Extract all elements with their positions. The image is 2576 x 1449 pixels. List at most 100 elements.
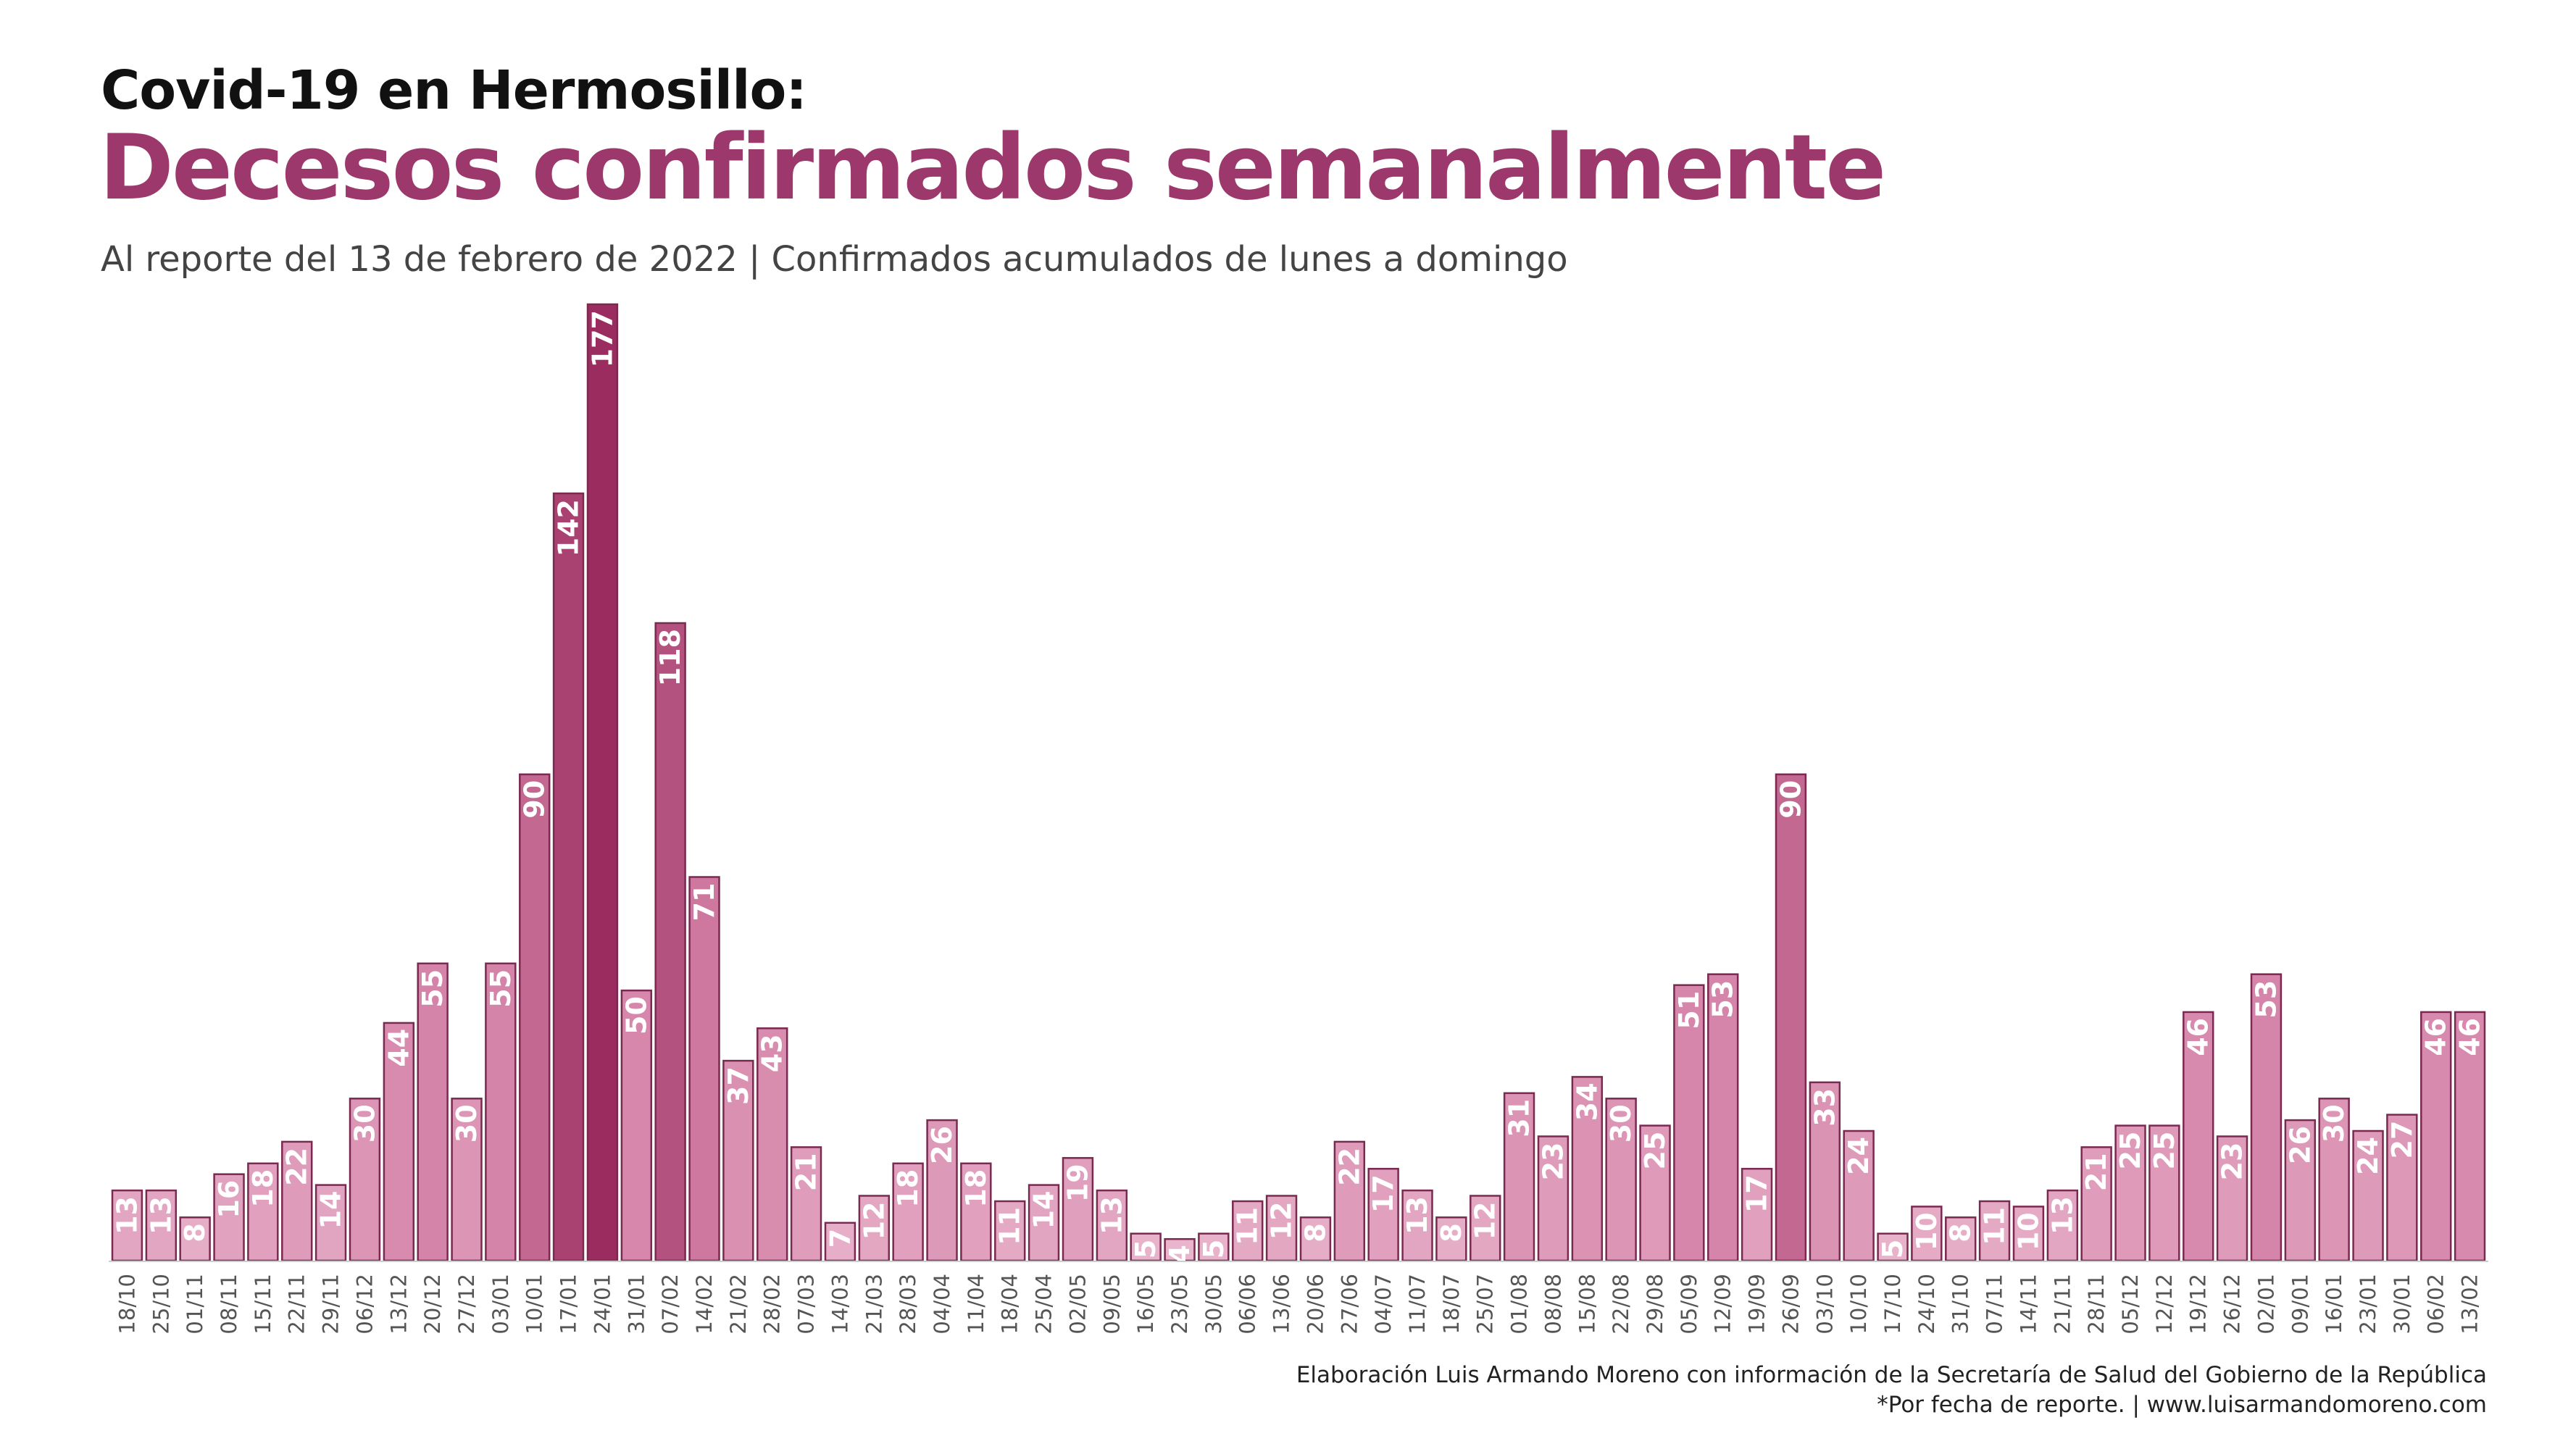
x-tick-label-22/08: 22/08 [1609,1274,1633,1335]
x-tick-label-16/01: 16/01 [2322,1274,2346,1335]
x-tick-label-30/01: 30/01 [2390,1274,2414,1335]
value-label-14/11: 10 [2012,1212,2044,1250]
bar-07/02 [654,622,686,1262]
x-tick-label-02/01: 02/01 [2254,1274,2278,1335]
value-label-18/10: 13 [111,1196,143,1235]
value-label-06/02: 46 [2420,1018,2452,1056]
value-label-27/06: 22 [1333,1148,1365,1186]
value-label-04/07: 17 [1367,1174,1399,1213]
x-tick-label-30/05: 30/05 [1201,1274,1226,1335]
x-tick-label-07/11: 07/11 [1983,1274,2007,1335]
bar-07/03 [790,1146,822,1262]
bar-18/10 [111,1189,143,1262]
x-tick-label-06/02: 06/02 [2424,1274,2448,1335]
bar-03/01 [485,962,517,1262]
x-tick-label-20/06: 20/06 [1303,1274,1327,1335]
x-tick-label-13/06: 13/06 [1270,1274,1294,1335]
value-label-15/11: 18 [247,1169,279,1208]
bar-20/06 [1299,1216,1332,1262]
chart-subtitle: Al reporte del 13 de febrero de 2022 | C… [101,239,1568,280]
x-tick-label-12/12: 12/12 [2152,1274,2177,1335]
value-label-02/01: 53 [2250,980,2282,1019]
value-label-18/07: 8 [1435,1223,1467,1242]
x-tick-label-06/06: 06/06 [1235,1274,1260,1335]
x-tick-label-24/10: 24/10 [1914,1274,1939,1335]
bar-05/12 [2114,1124,2146,1262]
bar-19/09 [1741,1167,1773,1262]
bar-30/05 [1198,1232,1230,1262]
x-tick-label-29/11: 29/11 [319,1274,343,1335]
x-tick-label-03/10: 03/10 [1812,1274,1837,1335]
value-label-12/09: 53 [1707,980,1739,1019]
value-label-28/03: 18 [892,1169,924,1208]
value-label-21/11: 13 [2046,1196,2078,1235]
chart-kicker: Covid-19 en Hermosillo: [101,59,807,122]
value-label-12/12: 25 [2148,1132,2180,1170]
bar-07/11 [1978,1200,2011,1262]
x-tick-label-23/01: 23/01 [2356,1274,2380,1335]
x-tick-label-07/02: 07/02 [658,1274,683,1335]
value-label-24/01: 177 [586,310,618,367]
value-label-30/05: 5 [1198,1240,1230,1258]
value-label-02/05: 19 [1062,1164,1093,1202]
x-tick-label-14/03: 14/03 [828,1274,852,1335]
x-tick-label-25/07: 25/07 [1473,1274,1498,1335]
value-label-25/04: 14 [1028,1191,1060,1229]
x-tick-label-06/12: 06/12 [352,1274,377,1335]
x-tick-label-08/11: 08/11 [217,1274,241,1335]
bar-23/01 [2352,1129,2384,1262]
bar-28/03 [892,1162,924,1262]
x-tick-label-04/04: 04/04 [930,1274,954,1335]
value-label-11/07: 13 [1401,1196,1433,1235]
x-tick-label-15/11: 15/11 [251,1274,275,1335]
x-tick-label-10/01: 10/01 [522,1274,547,1335]
value-label-26/09: 90 [1775,780,1806,819]
chart-title: Decesos confirmados semanalmente [99,116,1886,220]
bar-31/10 [1945,1216,1977,1262]
bar-02/05 [1062,1157,1094,1262]
bar-13/12 [383,1022,415,1262]
bar-17/01 [552,492,585,1262]
x-tick-label-01/11: 01/11 [183,1274,207,1335]
x-tick-label-31/10: 31/10 [1948,1274,1973,1335]
value-label-25/07: 12 [1470,1202,1501,1240]
value-label-14/02: 71 [688,883,720,922]
value-label-17/01: 142 [553,499,585,556]
bar-10/01 [519,773,551,1262]
bar-22/08 [1605,1098,1637,1262]
value-label-22/08: 30 [1605,1104,1637,1143]
value-label-05/09: 51 [1673,991,1705,1030]
bar-12/12 [2148,1124,2180,1262]
x-tick-label-17/01: 17/01 [557,1274,581,1335]
value-label-17/10: 5 [1877,1240,1909,1258]
x-tick-label-18/10: 18/10 [114,1274,139,1335]
x-tick-label-24/01: 24/01 [590,1274,614,1335]
value-label-14/03: 7 [824,1229,856,1248]
bar-29/11 [314,1184,347,1262]
bar-26/09 [1775,773,1807,1262]
bar-17/10 [1877,1232,1909,1262]
bar-05/09 [1673,984,1705,1262]
value-label-16/05: 5 [1130,1240,1162,1258]
bar-14/02 [688,876,720,1262]
value-label-29/11: 14 [315,1191,347,1229]
x-tick-label-21/02: 21/02 [726,1274,751,1335]
value-label-10/10: 24 [1843,1137,1875,1175]
x-tick-label-19/12: 19/12 [2186,1274,2211,1335]
value-label-05/12: 25 [2114,1132,2146,1170]
x-tick-label-20/12: 20/12 [420,1274,445,1335]
value-label-06/12: 30 [349,1104,380,1143]
x-tick-label-17/10: 17/10 [1880,1274,1905,1335]
x-tick-label-08/08: 08/08 [1541,1274,1565,1335]
x-tick-label-18/04: 18/04 [998,1274,1022,1335]
x-tick-label-21/11: 21/11 [2050,1274,2075,1335]
bar-25/04 [1028,1184,1060,1262]
x-tick-label-05/12: 05/12 [2118,1274,2143,1335]
value-label-28/02: 43 [756,1034,788,1072]
x-tick-label-11/07: 11/07 [1405,1274,1430,1335]
x-tick-label-25/10: 25/10 [149,1274,173,1335]
bar-11/04 [960,1162,992,1262]
x-tick-label-13/02: 13/02 [2458,1274,2483,1335]
x-tick-label-03/01: 03/01 [488,1274,513,1335]
